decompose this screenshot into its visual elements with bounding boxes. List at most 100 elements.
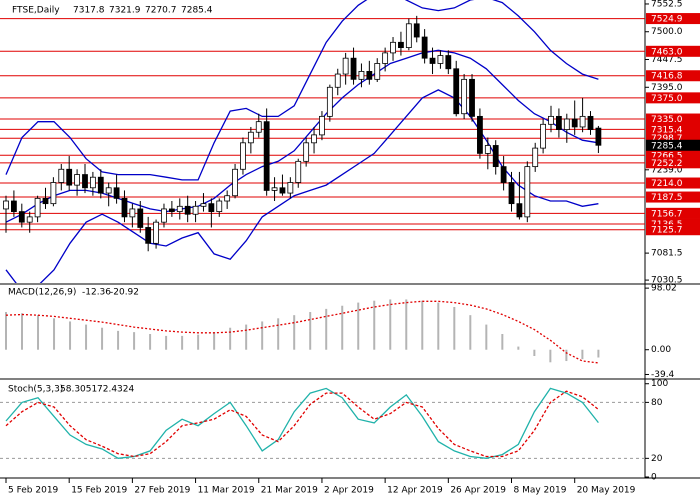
candle-body: [374, 63, 381, 80]
candle-body: [453, 68, 460, 115]
candle-body: [295, 160, 302, 183]
ohlc-value: 7321.9: [109, 6, 141, 16]
candle-body: [405, 23, 412, 49]
x-tick-label: 26 Apr 2019: [450, 486, 506, 496]
y-tick-label: 80: [651, 398, 663, 408]
band-upper: [5, 0, 599, 181]
level-label: 7375.0: [651, 94, 683, 104]
y-tick-label: 7500.0: [651, 27, 683, 37]
candle-body: [382, 52, 389, 64]
y-tick-label: 7081.5: [651, 249, 683, 259]
level-label: 7298.7: [651, 134, 683, 144]
candle-body: [105, 187, 112, 194]
level-label: 7156.7: [651, 209, 683, 219]
level-label-box: [646, 132, 700, 144]
candle-body: [334, 73, 341, 88]
candle-body: [532, 147, 539, 168]
candle-body: [350, 57, 357, 80]
candle-body: [168, 208, 175, 212]
level-label: 7214.0: [651, 179, 683, 189]
candle-body: [208, 203, 215, 212]
level-label-box: [646, 13, 700, 25]
candle-body: [563, 118, 570, 130]
candle-body: [184, 205, 191, 215]
panel-title: MACD(12,26,9): [8, 288, 76, 298]
candle-body: [200, 203, 207, 207]
candle-body: [524, 166, 531, 218]
y-tick-label: 7395.0: [651, 83, 683, 93]
candle-body: [445, 55, 452, 70]
candle-body: [429, 57, 436, 64]
candle-body: [240, 142, 246, 170]
candle-body: [89, 176, 96, 189]
candle-body: [82, 174, 88, 189]
level-label: 7315.4: [651, 125, 683, 135]
candle-body: [484, 145, 491, 154]
candle-body: [279, 187, 286, 194]
level-label-box: [646, 218, 700, 230]
candle-body: [319, 115, 325, 136]
level-label-box: [646, 224, 700, 236]
y-tick-label: -39.4: [651, 370, 675, 380]
candle-body: [548, 115, 554, 125]
panel-title: Stoch(5,3,3): [8, 385, 63, 395]
candle-body: [50, 182, 57, 205]
candle-body: [303, 142, 310, 162]
candle-body: [34, 197, 41, 218]
y-tick-label: 7239.0: [651, 165, 683, 175]
candle-body: [587, 115, 594, 130]
level-label: 7335.0: [651, 115, 683, 125]
candle-body: [421, 36, 428, 59]
candle-body: [516, 203, 523, 218]
x-tick-label: 5 Feb 2019: [8, 486, 59, 496]
level-label-box: [646, 157, 700, 169]
level-label-box: [646, 149, 700, 161]
level-label-box: [646, 113, 700, 125]
candle-body: [58, 168, 65, 183]
candle-body: [398, 41, 404, 49]
x-tick-label: 27 Feb 2019: [134, 486, 190, 496]
ohlc-value: 7317.8: [73, 6, 105, 16]
candle-body: [113, 187, 120, 199]
ohlc-value: 7285.4: [181, 6, 213, 16]
x-tick-label: 12 Apr 2019: [387, 486, 443, 496]
level-label: 7416.8: [651, 72, 683, 82]
stoch-main-value: 58.3051: [60, 385, 97, 395]
stoch-signal-value: 72.4324: [97, 385, 134, 395]
level-label-box: [646, 123, 700, 135]
level-label-box: [646, 207, 700, 219]
candle-body: [556, 115, 562, 130]
candle-body: [358, 71, 365, 80]
x-tick-label: 20 May 2019: [577, 486, 636, 496]
band-middle: [5, 49, 599, 223]
chart-title: FTSE,Daily: [12, 6, 60, 16]
level-label-box: [646, 191, 700, 203]
y-tick-label: 98.02: [651, 284, 677, 294]
stoch-main: [5, 387, 599, 459]
level-label: 7524.9: [651, 15, 683, 25]
candle-body: [26, 216, 33, 223]
x-tick-label: 21 Mar 2019: [261, 486, 318, 496]
level-label-box: [646, 177, 700, 189]
y-tick-label: 20: [651, 454, 663, 464]
level-label: 7187.5: [651, 193, 683, 203]
candle-body: [192, 205, 199, 215]
candle-body: [326, 86, 333, 117]
y-tick-label: 7552.5: [651, 0, 683, 9]
y-tick-label: 100: [651, 379, 668, 389]
candle-body: [97, 176, 104, 194]
y-tick-label: 0: [651, 473, 657, 483]
x-tick-label: 15 Feb 2019: [71, 486, 127, 496]
candle-body: [311, 134, 317, 144]
candle-body: [3, 200, 9, 210]
x-tick-label: 8 May 2019: [514, 486, 567, 496]
candle-body: [508, 182, 515, 205]
candle-body: [216, 200, 223, 212]
level-label: 7125.7: [651, 226, 683, 236]
current-price-label: 7285.4: [651, 141, 683, 151]
candle-body: [74, 174, 80, 186]
x-tick-label: 2 Apr 2019: [324, 486, 374, 496]
candle-body: [255, 121, 262, 133]
candle-body: [121, 197, 128, 218]
